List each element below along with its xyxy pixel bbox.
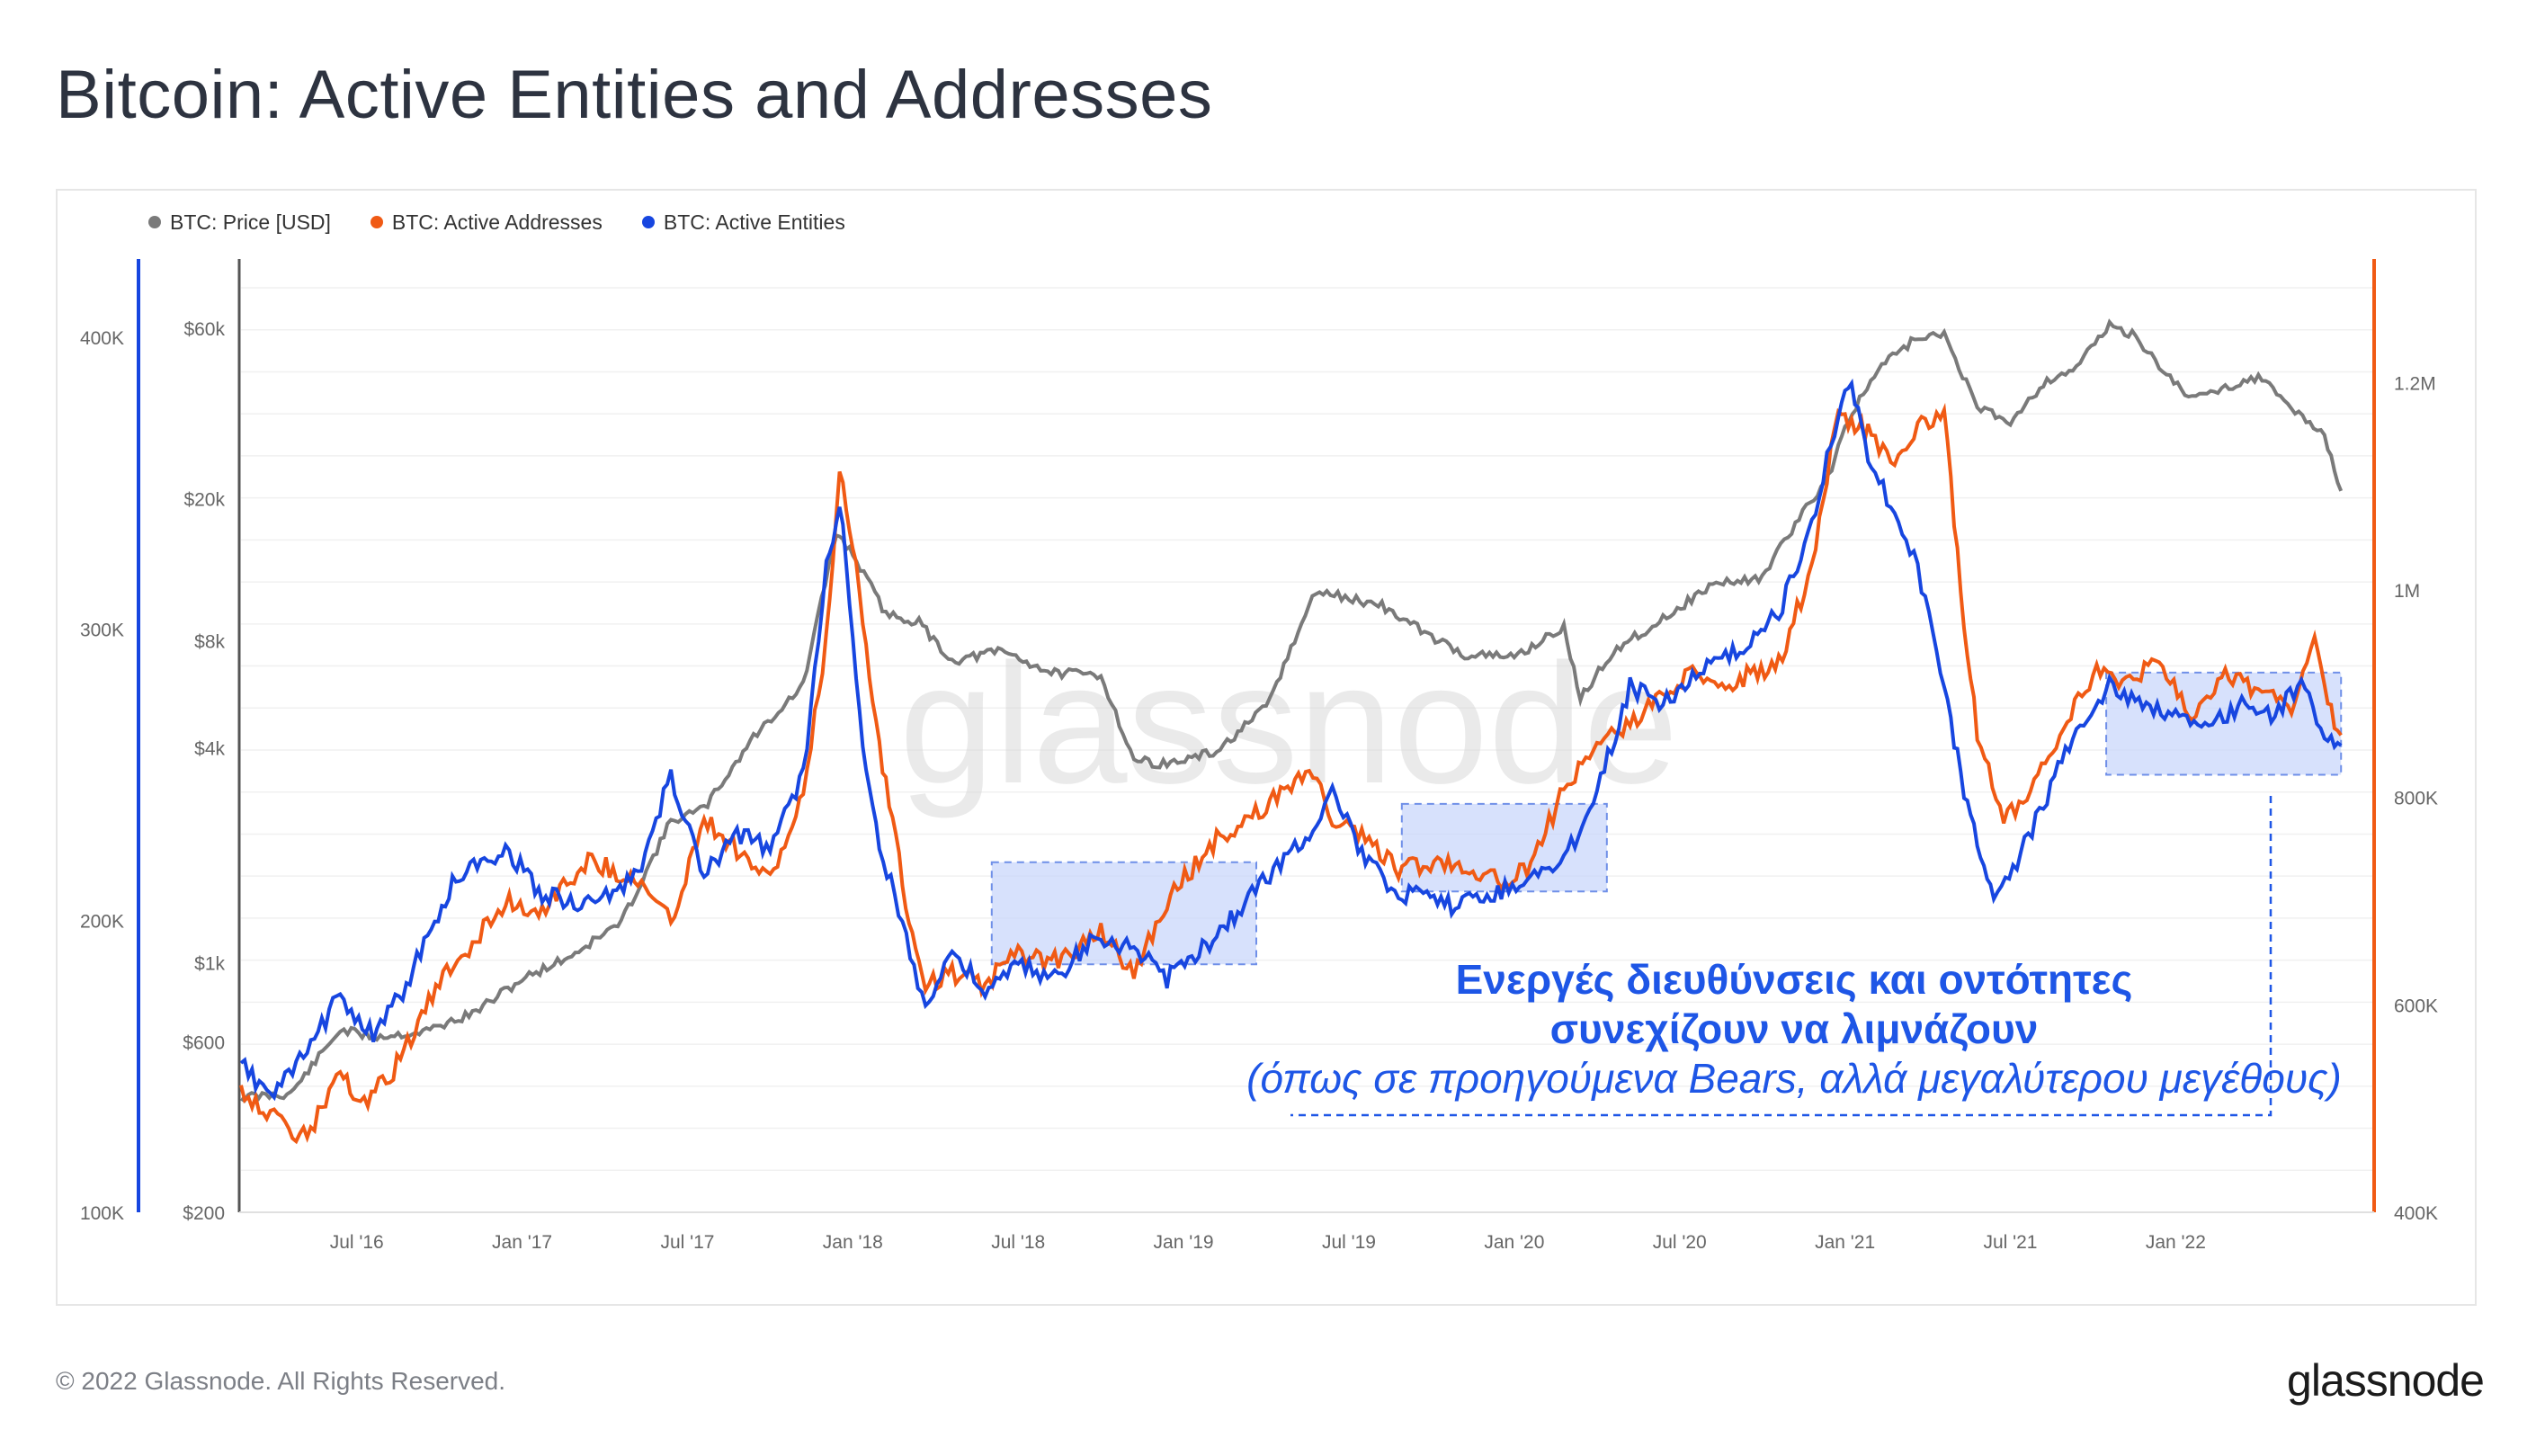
y-tick-addresses: 1.2M bbox=[2394, 373, 2436, 394]
y-tick-addresses: 400K bbox=[2394, 1203, 2438, 1224]
annotation-connector bbox=[1290, 796, 2273, 1117]
legend-item-addresses[interactable]: BTC: Active Addresses bbox=[370, 210, 603, 235]
annotation-line-1: Ενεργές διευθύνσεις και οντότητες bbox=[1456, 956, 2133, 1003]
y-tick-entities: 200K bbox=[80, 912, 124, 933]
legend-label-addresses: BTC: Active Addresses bbox=[391, 210, 603, 234]
page-title: Bitcoin: Active Entities and Addresses bbox=[56, 57, 1213, 133]
annotation-line-3: (όπως σε προηγούμενα Bears, αλλά μεγαλύτ… bbox=[1246, 1055, 2342, 1102]
y-tick-entities: 100K bbox=[80, 1203, 124, 1224]
legend-dot-price bbox=[148, 216, 161, 228]
y-tick-addresses: 1M bbox=[2394, 581, 2420, 602]
x-tick-label: Jan '21 bbox=[1815, 1232, 1875, 1253]
legend-item-entities[interactable]: BTC: Active Entities bbox=[641, 210, 845, 235]
x-tick-label: Jul '18 bbox=[991, 1232, 1045, 1253]
series-line-entities bbox=[239, 378, 2343, 1102]
y-tick-price: $1k bbox=[194, 954, 225, 975]
y-tick-price: $20k bbox=[183, 489, 225, 510]
y-tick-price: $60k bbox=[183, 319, 225, 340]
chart-legend: BTC: Price [USD] BTC: Active Addresses B… bbox=[148, 209, 845, 236]
y-tick-entities: 400K bbox=[80, 328, 124, 349]
x-tick-label: Jul '19 bbox=[1322, 1232, 1376, 1253]
chart-panel bbox=[56, 189, 2477, 1306]
copyright-text: © 2022 Glassnode. All Rights Reserved. bbox=[56, 1367, 506, 1395]
y-tick-price: $200 bbox=[183, 1203, 225, 1224]
x-tick-label: Jan '18 bbox=[823, 1232, 883, 1253]
y-tick-addresses: 800K bbox=[2394, 789, 2438, 809]
annotation-line-2: συνεχίζουν να λιμνάζουν bbox=[1550, 1005, 2039, 1052]
legend-dot-addresses bbox=[370, 216, 383, 228]
y-tick-price: $8k bbox=[194, 631, 225, 652]
x-tick-label: Jan '20 bbox=[1484, 1232, 1544, 1253]
legend-item-price[interactable]: BTC: Price [USD] bbox=[148, 210, 331, 235]
y-tick-price: $600 bbox=[183, 1033, 225, 1054]
y-tick-addresses: 600K bbox=[2394, 996, 2438, 1016]
x-tick-label: Jan '19 bbox=[1154, 1232, 1214, 1253]
legend-label-entities: BTC: Active Entities bbox=[663, 210, 845, 234]
y-tick-entities: 300K bbox=[80, 620, 124, 640]
x-tick-label: Jul '21 bbox=[1983, 1232, 2037, 1253]
x-tick-label: Jul '16 bbox=[330, 1232, 384, 1253]
series-line-price bbox=[239, 318, 2344, 1103]
series-line-addresses bbox=[239, 402, 2343, 1145]
legend-dot-entities bbox=[641, 216, 655, 228]
highlight-box-0 bbox=[990, 861, 1257, 966]
glassnode-logo: glassnode bbox=[2287, 1355, 2485, 1406]
y-tick-price: $4k bbox=[194, 739, 225, 760]
x-tick-label: Jul '17 bbox=[660, 1232, 714, 1253]
legend-label-price: BTC: Price [USD] bbox=[170, 210, 331, 234]
x-tick-label: Jul '20 bbox=[1653, 1232, 1707, 1253]
x-tick-label: Jan '17 bbox=[492, 1232, 552, 1253]
x-tick-label: Jan '22 bbox=[2146, 1232, 2206, 1253]
